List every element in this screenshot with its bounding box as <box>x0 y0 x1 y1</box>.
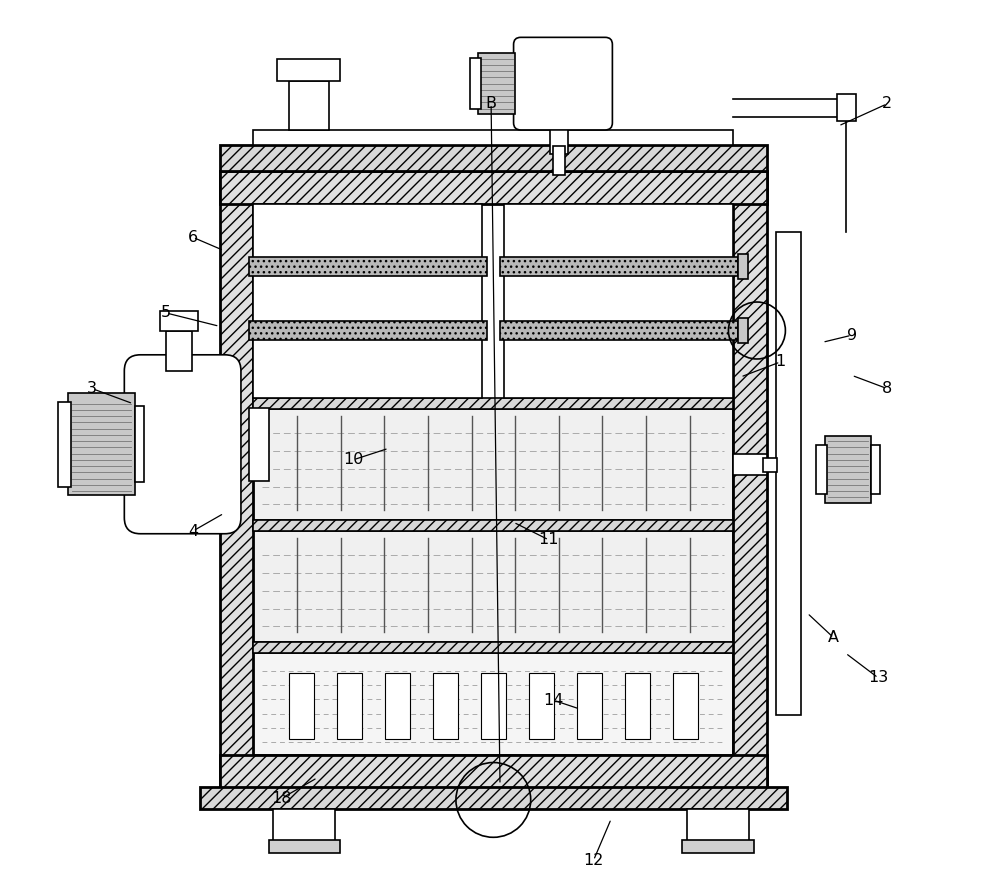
Bar <box>433 672 458 739</box>
Text: 2: 2 <box>882 96 892 112</box>
Bar <box>253 130 733 146</box>
Bar <box>289 81 329 130</box>
Bar <box>625 672 650 739</box>
Text: 9: 9 <box>847 328 857 343</box>
Bar <box>837 95 856 121</box>
Bar <box>763 457 777 472</box>
Bar <box>253 653 733 755</box>
Bar <box>249 256 487 276</box>
Bar <box>253 204 482 398</box>
Bar <box>220 146 767 171</box>
Bar <box>733 171 767 789</box>
Text: 8: 8 <box>882 381 892 396</box>
Text: 1: 1 <box>775 355 786 370</box>
FancyBboxPatch shape <box>124 355 241 534</box>
Bar <box>577 672 602 739</box>
Bar <box>825 436 871 503</box>
Text: 10: 10 <box>343 453 363 467</box>
Text: 12: 12 <box>583 853 604 868</box>
Bar <box>337 672 362 739</box>
Bar <box>738 254 748 279</box>
Bar <box>135 406 144 482</box>
Bar <box>220 171 253 789</box>
Bar <box>220 171 767 204</box>
Bar <box>504 204 733 398</box>
FancyBboxPatch shape <box>514 38 612 130</box>
Bar <box>500 321 738 340</box>
Bar <box>253 398 733 409</box>
Bar <box>277 59 340 81</box>
Bar <box>816 445 827 494</box>
Text: 18: 18 <box>272 790 292 805</box>
Bar <box>249 408 269 480</box>
Text: 14: 14 <box>543 693 564 708</box>
Bar <box>269 840 340 854</box>
Text: 5: 5 <box>161 305 171 321</box>
Bar <box>500 256 738 276</box>
Bar <box>253 409 733 521</box>
Bar <box>470 58 481 110</box>
Bar <box>253 521 733 531</box>
Bar <box>166 330 192 371</box>
Bar <box>200 787 787 809</box>
Bar <box>738 318 748 343</box>
Bar <box>253 642 733 653</box>
Bar <box>682 840 754 854</box>
Bar <box>249 321 487 340</box>
Bar <box>733 454 767 475</box>
Text: 13: 13 <box>868 671 888 686</box>
Bar <box>220 419 236 470</box>
Bar <box>478 54 515 114</box>
Bar <box>253 531 733 642</box>
Text: A: A <box>828 630 839 646</box>
Text: 6: 6 <box>188 230 198 245</box>
Bar <box>68 393 135 496</box>
Bar <box>550 123 568 154</box>
Bar <box>776 232 801 715</box>
Text: 11: 11 <box>539 532 559 547</box>
Text: 4: 4 <box>188 523 198 538</box>
Bar <box>529 672 554 739</box>
Bar <box>673 672 698 739</box>
Bar <box>220 755 767 789</box>
Bar <box>871 445 880 494</box>
Bar <box>687 809 749 845</box>
Bar <box>553 146 565 175</box>
Bar <box>481 672 506 739</box>
Bar <box>273 809 335 845</box>
Bar <box>58 402 71 487</box>
Text: 3: 3 <box>87 381 97 396</box>
Text: B: B <box>486 96 497 112</box>
Bar <box>289 672 314 739</box>
Bar <box>160 311 198 330</box>
Bar <box>385 672 410 739</box>
